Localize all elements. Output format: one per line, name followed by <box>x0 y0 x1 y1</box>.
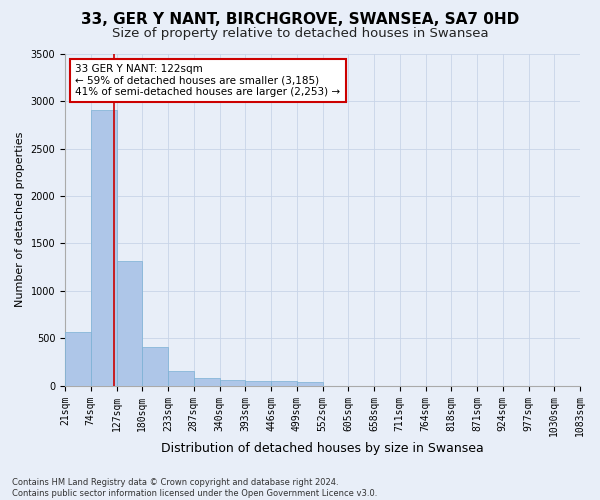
Y-axis label: Number of detached properties: Number of detached properties <box>15 132 25 308</box>
Text: 33, GER Y NANT, BIRCHGROVE, SWANSEA, SA7 0HD: 33, GER Y NANT, BIRCHGROVE, SWANSEA, SA7… <box>81 12 519 28</box>
X-axis label: Distribution of detached houses by size in Swansea: Distribution of detached houses by size … <box>161 442 484 455</box>
Text: Contains HM Land Registry data © Crown copyright and database right 2024.
Contai: Contains HM Land Registry data © Crown c… <box>12 478 377 498</box>
Bar <box>271 382 297 386</box>
Text: 33 GER Y NANT: 122sqm
← 59% of detached houses are smaller (3,185)
41% of semi-d: 33 GER Y NANT: 122sqm ← 59% of detached … <box>76 64 340 97</box>
Bar <box>245 381 271 386</box>
Bar <box>168 372 194 386</box>
Bar <box>116 260 142 386</box>
Bar <box>65 332 91 386</box>
Bar <box>142 347 168 386</box>
Text: Size of property relative to detached houses in Swansea: Size of property relative to detached ho… <box>112 28 488 40</box>
Bar <box>220 380 245 386</box>
Bar <box>91 110 116 386</box>
Bar <box>194 378 220 386</box>
Bar <box>297 382 323 386</box>
